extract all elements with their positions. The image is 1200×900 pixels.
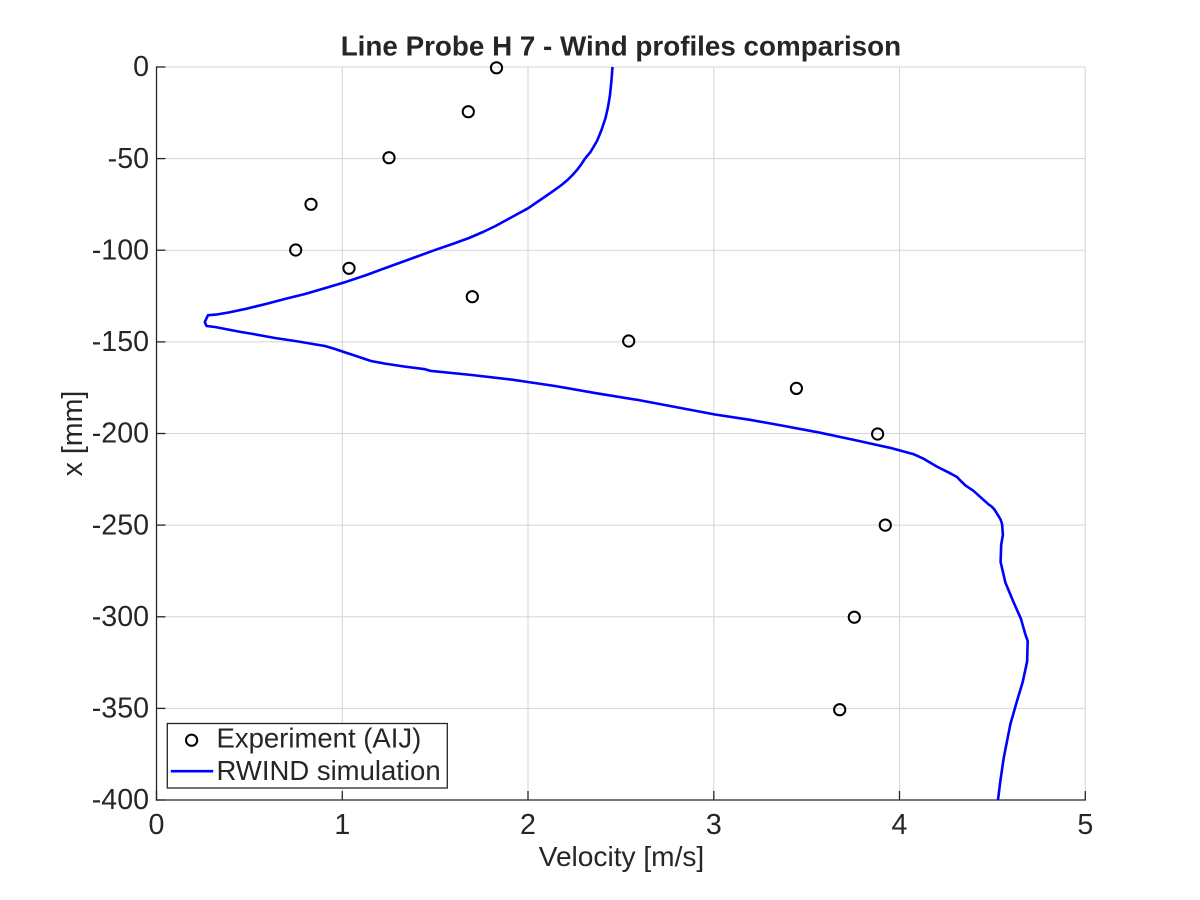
- svg-text:Line Probe H 7 - Wind profiles: Line Probe H 7 - Wind profiles compariso…: [341, 31, 901, 62]
- svg-text:-100: -100: [92, 234, 149, 266]
- svg-text:RWIND simulation: RWIND simulation: [217, 755, 441, 786]
- svg-text:-150: -150: [92, 326, 149, 358]
- svg-text:-300: -300: [92, 601, 149, 633]
- svg-text:0: 0: [149, 809, 165, 841]
- svg-text:-400: -400: [92, 784, 149, 816]
- svg-text:3: 3: [706, 809, 722, 841]
- svg-text:-250: -250: [92, 509, 149, 541]
- svg-text:Experiment (AIJ): Experiment (AIJ): [217, 723, 422, 754]
- svg-text:-50: -50: [108, 143, 149, 175]
- svg-text:x [mm]: x [mm]: [57, 391, 89, 477]
- svg-text:4: 4: [892, 809, 908, 841]
- svg-text:0: 0: [133, 51, 149, 83]
- svg-text:5: 5: [1077, 809, 1093, 841]
- svg-text:-350: -350: [92, 693, 149, 725]
- svg-text:-200: -200: [92, 418, 149, 450]
- svg-text:1: 1: [334, 809, 350, 841]
- svg-text:Velocity [m/s]: Velocity [m/s]: [539, 841, 705, 872]
- svg-text:2: 2: [520, 809, 536, 841]
